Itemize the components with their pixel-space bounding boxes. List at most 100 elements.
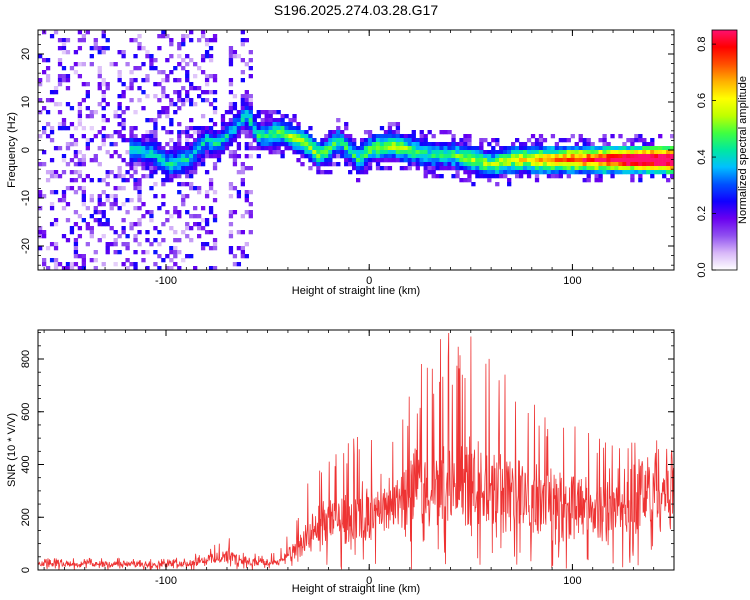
spectrogram-cell: [379, 138, 385, 143]
spectrogram-cell: [407, 134, 412, 139]
spectrogram-cell: [296, 134, 301, 139]
spectrogram-cell: [85, 94, 90, 99]
spectrogram-cell: [328, 138, 333, 143]
spectrogram-cell: [240, 118, 245, 123]
spectrogram-cell: [507, 166, 512, 171]
spectrogram-cell: [367, 162, 373, 167]
y-tick-label: 800: [20, 350, 32, 368]
spectrogram-cell: [125, 106, 130, 111]
spectrogram-cell: [81, 266, 86, 271]
spectrogram-cell: [606, 146, 611, 151]
spectrogram-cell: [268, 118, 273, 123]
spectrogram-cell: [45, 66, 51, 71]
spectrogram-cell: [193, 126, 198, 131]
spectrogram-cell: [507, 146, 512, 151]
spectrogram-cell: [296, 122, 301, 127]
spectrogram-cell: [57, 46, 63, 51]
spectrogram-cell: [566, 154, 571, 159]
spectrogram-cell: [630, 138, 635, 143]
spectrogram-cell: [419, 154, 424, 159]
spectrogram-cell: [574, 162, 579, 167]
spectrogram-cell: [228, 50, 234, 55]
spectrogram-cell: [81, 126, 86, 131]
spectrogram-cell: [157, 82, 162, 87]
spectrogram-cell: [252, 138, 257, 143]
spectrogram-cell: [538, 154, 544, 159]
spectrogram-cell: [240, 42, 245, 47]
spectrogram-cell: [81, 154, 86, 159]
spectrogram-cell: [145, 162, 150, 167]
spectrogram-cell: [518, 158, 524, 163]
spectrogram-cell: [77, 118, 83, 123]
spectrogram-cell: [77, 162, 83, 167]
spectrogram-cell: [594, 146, 599, 151]
spectrogram-cell: [173, 90, 178, 95]
spectrogram-cell: [129, 158, 134, 163]
spectrogram-cell: [113, 194, 118, 199]
spectrogram-cell: [363, 138, 369, 143]
spectrogram-cell: [578, 154, 583, 159]
spectrogram-cell: [189, 182, 194, 187]
spectrogram-cell: [479, 142, 484, 147]
spectrogram-cell: [117, 74, 122, 79]
spectrogram-cell: [650, 142, 655, 147]
spectrogram-cell: [204, 126, 210, 131]
spectrogram-cell: [268, 138, 273, 143]
spectrogram-cell: [550, 154, 556, 159]
spectrogram-cell: [558, 154, 564, 159]
spectrogram-cell: [236, 230, 242, 235]
spectrogram-cell: [169, 102, 174, 107]
spectrogram-cell: [53, 222, 59, 227]
spectrogram-cell: [77, 266, 83, 271]
spectrogram-cell: [256, 122, 261, 127]
spectrogram-cell: [113, 174, 118, 179]
spectrogram-cell: [177, 210, 182, 215]
spectrogram-cell: [185, 166, 190, 171]
spectrogram-cell: [208, 58, 214, 63]
spectrogram-cell: [268, 114, 273, 119]
spectrogram-cell: [85, 206, 90, 211]
spectrogram-cell: [518, 150, 524, 155]
spectrogram-cell: [240, 246, 245, 251]
spectrogram-cell: [630, 150, 635, 155]
spectrogram-y-label: Frequency (Hz): [6, 112, 18, 188]
spectrogram-cell: [479, 146, 484, 151]
spectrogram-cell: [101, 98, 106, 103]
spectrogram-cell: [411, 138, 416, 143]
spectrogram-cell: [157, 162, 162, 167]
spectrogram-cell: [189, 170, 194, 175]
spectrogram-cell: [185, 158, 190, 163]
spectrogram-cell: [383, 146, 389, 151]
spectrogram-cell: [642, 142, 647, 147]
spectrogram-cell: [228, 130, 234, 135]
spectrogram-cell: [137, 182, 142, 187]
spectrogram-cell: [491, 174, 496, 179]
spectrogram-cell: [312, 162, 317, 167]
spectrogram-cell: [642, 150, 647, 155]
spectrogram-cell: [387, 142, 393, 147]
spectrogram-cell: [348, 162, 353, 167]
spectrogram-cell: [212, 154, 218, 159]
spectrogram-cell: [193, 158, 198, 163]
spectrogram-cell: [145, 78, 150, 83]
spectrogram-cell: [197, 38, 202, 43]
spectrogram-cell: [173, 210, 178, 215]
spectrogram-cell: [81, 202, 86, 207]
spectrogram-cell: [515, 154, 520, 159]
spectrogram-cell: [81, 198, 86, 203]
spectrogram-cell: [658, 146, 663, 151]
spectrogram-cell: [467, 142, 472, 147]
spectrogram-cell: [113, 202, 118, 207]
spectrogram-cell: [614, 146, 619, 151]
spectrogram-cell: [403, 142, 408, 147]
spectrogram-cell: [165, 106, 170, 111]
spectrogram-cell: [614, 154, 619, 159]
spectrogram-cell: [65, 78, 71, 83]
spectrogram-cell: [395, 130, 401, 135]
spectrogram-cell: [475, 150, 480, 155]
spectrogram-cell: [534, 162, 540, 167]
spectrogram-cell: [658, 158, 663, 163]
spectrogram-cell: [407, 138, 412, 143]
spectrogram-cell: [244, 142, 249, 147]
